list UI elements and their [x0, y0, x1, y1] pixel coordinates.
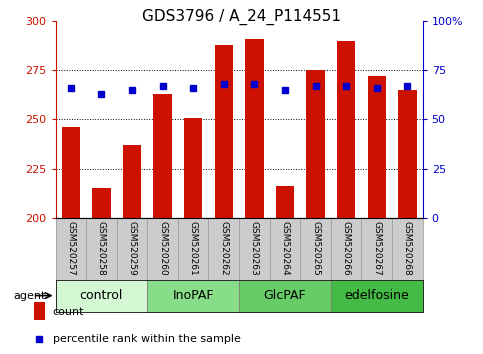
Text: control: control: [80, 289, 123, 302]
Text: agent: agent: [14, 291, 46, 301]
Text: GSM520263: GSM520263: [250, 221, 259, 275]
Text: InoPAF: InoPAF: [172, 289, 214, 302]
Bar: [209, 218, 239, 280]
Bar: [276, 186, 294, 218]
Text: GSM520265: GSM520265: [311, 221, 320, 275]
Text: count: count: [53, 307, 84, 317]
Bar: [392, 218, 423, 280]
Bar: [147, 218, 178, 280]
Bar: [331, 218, 361, 280]
Text: GSM520262: GSM520262: [219, 221, 228, 275]
Bar: [306, 70, 325, 218]
Bar: [62, 127, 80, 218]
Bar: [398, 90, 416, 218]
Bar: [239, 280, 331, 312]
Text: GSM520261: GSM520261: [189, 221, 198, 275]
Bar: [154, 94, 172, 218]
Text: GSM520268: GSM520268: [403, 221, 412, 275]
Text: GDS3796 / A_24_P114551: GDS3796 / A_24_P114551: [142, 9, 341, 25]
Text: GlcPAF: GlcPAF: [264, 289, 306, 302]
Text: percentile rank within the sample: percentile rank within the sample: [53, 334, 241, 344]
Bar: [214, 45, 233, 218]
Text: GSM520259: GSM520259: [128, 221, 137, 275]
Bar: [147, 280, 239, 312]
Bar: [123, 145, 141, 218]
Bar: [270, 218, 300, 280]
Text: edelfosine: edelfosine: [344, 289, 409, 302]
Bar: [178, 218, 209, 280]
Text: GSM520264: GSM520264: [281, 221, 289, 275]
Bar: [337, 41, 355, 218]
Bar: [117, 218, 147, 280]
Bar: [245, 39, 264, 218]
Bar: [368, 76, 386, 218]
Text: GSM520266: GSM520266: [341, 221, 351, 275]
Bar: [86, 218, 117, 280]
Bar: [92, 188, 111, 218]
Text: GSM520258: GSM520258: [97, 221, 106, 275]
Bar: [300, 218, 331, 280]
Bar: [33, 302, 45, 320]
Bar: [56, 218, 86, 280]
Bar: [239, 218, 270, 280]
Bar: [331, 280, 423, 312]
Text: GSM520260: GSM520260: [158, 221, 167, 275]
Text: GSM520257: GSM520257: [66, 221, 75, 275]
Bar: [184, 118, 202, 218]
Text: GSM520267: GSM520267: [372, 221, 381, 275]
Bar: [56, 280, 147, 312]
Bar: [361, 218, 392, 280]
